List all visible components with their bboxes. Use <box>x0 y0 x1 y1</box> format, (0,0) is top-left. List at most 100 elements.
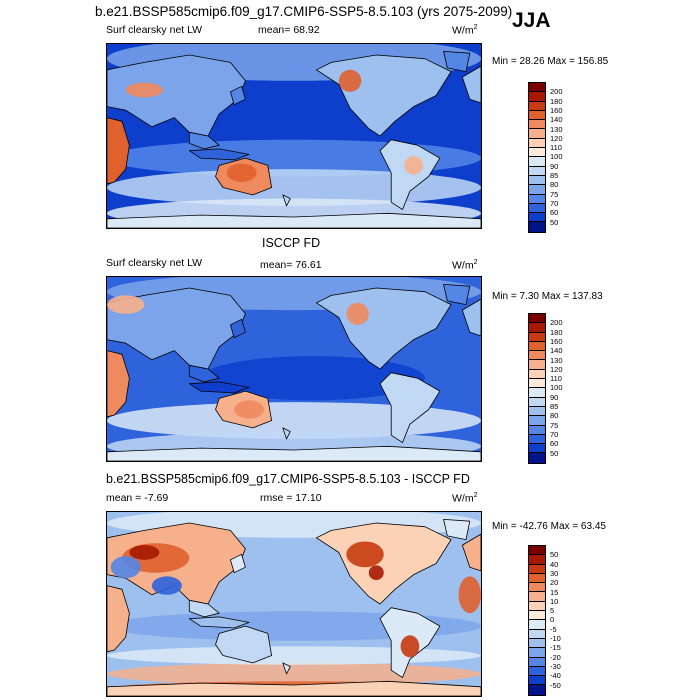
panel3-minmax: Min = -42.76 Max = 63.45 <box>492 521 606 532</box>
colorbar-swatch <box>529 406 545 417</box>
landmass-japan <box>230 318 246 339</box>
field-anomaly-blob <box>234 400 265 419</box>
colorbar-swatch <box>529 110 545 121</box>
colorbar-tick-label: 30 <box>550 568 559 578</box>
ocean-band <box>107 646 481 665</box>
colorbar-tick-label: 85 <box>550 171 559 180</box>
colorbar-swatch <box>529 685 545 695</box>
colorbar-swatch <box>529 416 545 426</box>
panel1-variable-label: Surf clearsky net LW <box>106 24 203 36</box>
colorbar-swatch <box>529 157 545 167</box>
colorbar-swatch <box>529 351 545 361</box>
colorbar-swatch <box>529 203 545 214</box>
colorbar-tick-label: 130 <box>550 355 563 365</box>
colorbar-tick-label: 180 <box>550 327 563 337</box>
landmass-southAmerica <box>379 139 441 211</box>
landmass-africa <box>107 117 130 185</box>
panel1-model-map <box>106 43 482 229</box>
landmass-asia <box>107 54 246 137</box>
colorbar-swatch <box>529 657 545 667</box>
colorbar-tick-label: 40 <box>550 559 559 569</box>
landmass-japan <box>230 553 246 574</box>
colorbar-tick-label: -5 <box>550 624 557 634</box>
colorbar-tick-label: 75 <box>550 420 559 430</box>
colorbar-swatch <box>529 83 545 93</box>
colorbar-tick-label: 0 <box>550 615 555 625</box>
colorbar-tick-label: 80 <box>550 180 559 190</box>
colorbar-tick-label: 110 <box>550 374 562 384</box>
landmass-seAsia <box>188 364 220 383</box>
field-anomaly-blob <box>107 295 145 314</box>
landmass-indonesia <box>188 381 250 394</box>
colorbar-swatch <box>529 601 545 612</box>
panel3-heading: b.e21.BSSP585cmip6.f09_g17.CMIP6-SSP5-8.… <box>106 472 470 486</box>
colorbar-tick-label: -30 <box>550 661 561 671</box>
panel3-units: W/m2 <box>452 492 478 505</box>
colorbar-swatch <box>529 379 545 389</box>
colorbar-swatch <box>529 573 545 584</box>
colorbar-tick-label: 90 <box>550 392 559 402</box>
colorbar-swatch <box>529 166 545 176</box>
colorbar-swatch <box>529 101 545 111</box>
panel2-mean: mean= 76.61 <box>260 259 322 271</box>
colorbar-swatch <box>529 314 545 324</box>
colorbar-tick-label: 80 <box>550 411 559 421</box>
landmass-antarctica <box>107 212 481 228</box>
panel1-mean: mean= 68.92 <box>258 24 320 36</box>
panel3-difference-map <box>106 511 482 697</box>
colorbar-tick-label: -20 <box>550 652 561 662</box>
colorbar-tick-label: 60 <box>550 439 559 449</box>
colorbar-swatch <box>529 676 545 686</box>
colorbar-swatch <box>529 666 545 677</box>
colorbar-tick-label: 120 <box>550 133 563 143</box>
landmass-indonesia <box>188 616 250 629</box>
panel3-colorbar <box>528 545 546 696</box>
landmass-africa <box>107 350 130 418</box>
colorbar-tick-label: 100 <box>550 383 563 393</box>
colorbar-swatch <box>529 360 545 370</box>
colorbar-swatch <box>529 222 545 232</box>
landmass-greenland <box>443 519 471 541</box>
colorbar-swatch <box>529 453 545 463</box>
colorbar-tick-label: 15 <box>550 587 559 597</box>
panel1-minmax: Min = 28.26 Max = 156.85 <box>492 56 609 67</box>
colorbar-tick-label: 70 <box>550 429 559 439</box>
colorbar-swatch <box>529 434 545 445</box>
colorbar-tick-label: 70 <box>550 198 559 208</box>
panel2-units: W/m2 <box>452 259 478 272</box>
field-anomaly-blob <box>368 565 384 581</box>
colorbar-swatch <box>529 138 545 149</box>
colorbar-swatch <box>529 194 545 204</box>
panel3-mean: mean = -7.69 <box>106 492 169 504</box>
colorbar-swatch <box>529 620 545 630</box>
colorbar-tick-label: 90 <box>550 161 559 171</box>
field-anomaly-blob <box>404 156 424 175</box>
field-anomaly-blob <box>346 302 369 325</box>
panel2-colorbar <box>528 313 546 464</box>
landmass-nz <box>282 427 291 440</box>
colorbar-tick-label: 50 <box>550 550 559 560</box>
landmass-africa <box>107 585 130 653</box>
colorbar-swatch <box>529 564 545 574</box>
colorbar-tick-label: 180 <box>550 96 563 106</box>
colorbar-swatch <box>529 583 545 593</box>
colorbar-tick-label: 140 <box>550 346 563 356</box>
field-anomaly-blob <box>346 541 384 568</box>
landmass-indonesia <box>188 148 250 161</box>
season-label: JJA <box>512 9 551 32</box>
map-canvas <box>107 512 481 696</box>
colorbar-swatch <box>529 129 545 139</box>
colorbar-swatch <box>529 332 545 342</box>
field-anomaly-blob <box>400 635 420 658</box>
ocean-band <box>107 402 481 439</box>
colorbar-tick-label: -50 <box>550 680 561 690</box>
colorbar-swatch <box>529 120 545 130</box>
landmass-northAmerica <box>315 522 452 605</box>
colorbar-tick-label: -40 <box>550 671 561 681</box>
ocean-band <box>200 356 425 401</box>
landmass-europe <box>461 298 481 337</box>
colorbar-tick-label: 85 <box>550 402 559 411</box>
colorbar-swatch <box>529 397 545 407</box>
landmass-japan <box>230 85 246 106</box>
landmass-southAmerica <box>379 372 441 444</box>
